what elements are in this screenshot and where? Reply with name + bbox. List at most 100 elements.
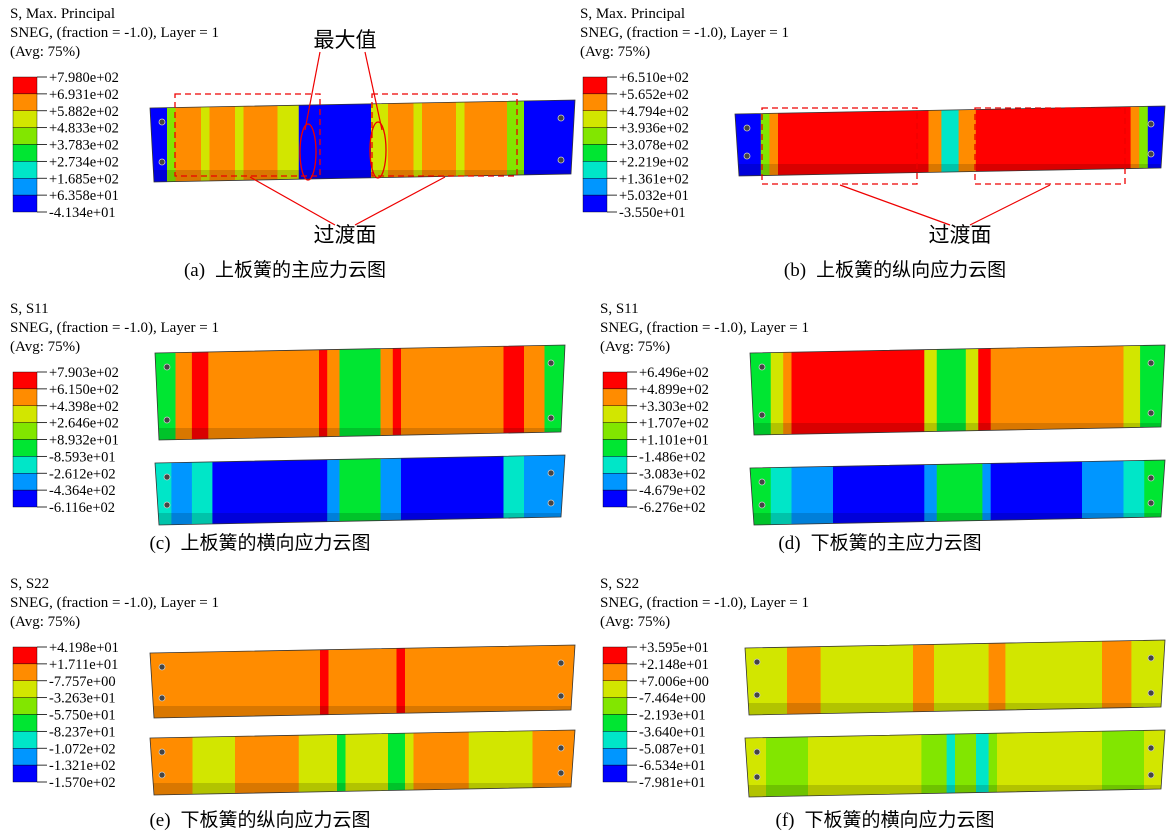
legend-label: +3.783e+02: [49, 138, 119, 154]
legend-label: -4.679e+02: [639, 483, 706, 499]
panel: S, S11SNEG, (fraction = -1.0), Layer = 1…: [600, 301, 1166, 554]
legend-label: +6.150e+02: [49, 382, 119, 398]
legend-swatch: [603, 389, 627, 406]
beam-edge: [155, 513, 565, 525]
legend-title: S, S22: [600, 576, 639, 592]
legend-swatch: [603, 731, 627, 748]
legend-title: SNEG, (fraction = -1.0), Layer = 1: [600, 320, 809, 336]
legend-swatch: [583, 77, 607, 94]
legend-swatch: [583, 145, 607, 162]
contour-band: [319, 343, 328, 442]
bolt-hole: [744, 153, 750, 159]
figure: S, Max. Principal SNEG, (fraction = -1.0)…: [0, 0, 1170, 838]
beam-edge: [745, 703, 1165, 715]
legend-swatch: [13, 195, 37, 212]
bolt-hole: [759, 412, 765, 418]
contour-band: [924, 343, 937, 437]
legend-label: +3.078e+02: [619, 138, 689, 154]
page: S, Max. Principal SNEG, (fraction = -1.0)…: [0, 0, 1170, 838]
contour: [750, 458, 1166, 527]
legend-swatch: [603, 440, 627, 457]
legend-swatch: [13, 406, 37, 423]
legend-title: SNEG, (fraction = -1.0), Layer = 1: [10, 595, 219, 611]
legend-swatch: [603, 473, 627, 490]
legend-swatch: [603, 406, 627, 423]
caption-label: (a): [184, 260, 205, 281]
contour-band: [524, 343, 545, 442]
beam-edge: [750, 423, 1165, 435]
leader-line: [970, 185, 1050, 225]
caption-text: 上板簧的纵向应力云图: [816, 259, 1006, 281]
legend-swatch: [13, 77, 37, 94]
bolt-hole: [1148, 360, 1154, 366]
bolt-hole: [744, 125, 750, 131]
legend-swatch: [13, 490, 37, 507]
legend-swatch: [13, 440, 37, 457]
contour: [150, 643, 576, 720]
legend-label: +6.931e+02: [49, 87, 119, 103]
bolt-hole: [558, 745, 564, 751]
leader-line: [840, 185, 950, 225]
bolt-hole: [164, 474, 170, 480]
contour: [155, 453, 566, 527]
legend-title: SNEG, (fraction = -1.0), Layer = 1: [10, 320, 219, 336]
legend-label: -6.276e+02: [639, 500, 706, 516]
contour-band: [393, 343, 402, 442]
legend-label: +5.032e+01: [619, 188, 689, 204]
caption: (e) 下板簧的纵向应力云图: [149, 809, 370, 831]
contour-band: [937, 343, 967, 437]
annotation: 过渡面: [929, 223, 992, 247]
legend-swatch: [13, 664, 37, 681]
bolt-hole: [1148, 151, 1154, 157]
panel: S, Max. PrincipalSNEG, (fraction = -1.0)…: [580, 6, 1166, 281]
legend-swatch: [583, 94, 607, 111]
legend-label: +1.361e+02: [619, 171, 689, 187]
contour-band: [1124, 343, 1141, 437]
legend-label: +1.711e+01: [49, 657, 118, 673]
caption-text: 上板簧的主应力云图: [215, 259, 386, 281]
legend-label: +7.903e+02: [49, 365, 119, 381]
legend-label: +3.936e+02: [619, 121, 689, 137]
caption-label: (d): [778, 533, 800, 554]
caption-label: (e): [149, 810, 170, 831]
bolt-hole: [1148, 410, 1154, 416]
panel: S, Max. PrincipalSNEG, (fraction = -1.0)…: [10, 6, 576, 281]
beam-edge: [735, 164, 1165, 176]
bolt-hole: [1148, 745, 1154, 751]
legend-label: +3.595e+01: [639, 640, 709, 656]
legend-label: -3.550e+01: [619, 205, 686, 221]
legend-label: +2.734e+02: [49, 154, 119, 170]
legend-label: +2.148e+01: [639, 657, 709, 673]
legend-label: -6.534e+01: [639, 758, 706, 774]
leader-line: [355, 177, 445, 225]
legend-swatch: [583, 161, 607, 178]
legend-label: -7.464e+00: [639, 691, 706, 707]
contour-band: [381, 343, 394, 442]
legend-swatch: [603, 715, 627, 732]
bolt-hole: [164, 417, 170, 423]
legend-swatch: [13, 423, 37, 440]
caption-text: 下板簧的纵向应力云图: [181, 809, 371, 831]
legend-swatch: [583, 128, 607, 145]
contour: [150, 98, 576, 184]
legend-label: -8.237e+01: [49, 724, 116, 740]
legend-label: +6.510e+02: [619, 70, 689, 86]
caption: (f)下板簧的横向应力云图: [776, 809, 995, 831]
leader-line: [250, 177, 335, 225]
legend-title: S, Max. Principal: [580, 6, 685, 22]
legend-label: -2.193e+01: [639, 708, 706, 724]
legend-title: S, S22: [10, 576, 49, 592]
caption: (c)上板簧的横向应力云图: [149, 532, 370, 554]
legend-label: -3.083e+02: [639, 466, 706, 482]
panel: S, S22 SNEG, (fraction = -1.0), Layer = 1…: [10, 576, 576, 831]
legend-label: +4.833e+02: [49, 121, 119, 137]
contour-band: [978, 343, 991, 437]
bolt-hole: [164, 364, 170, 370]
beam-edge: [150, 783, 575, 795]
legend-label: +1.707e+02: [639, 416, 709, 432]
legend-swatch: [583, 195, 607, 212]
legend-swatch: [13, 681, 37, 698]
beam-edge: [745, 785, 1165, 797]
contour-band: [966, 343, 979, 437]
